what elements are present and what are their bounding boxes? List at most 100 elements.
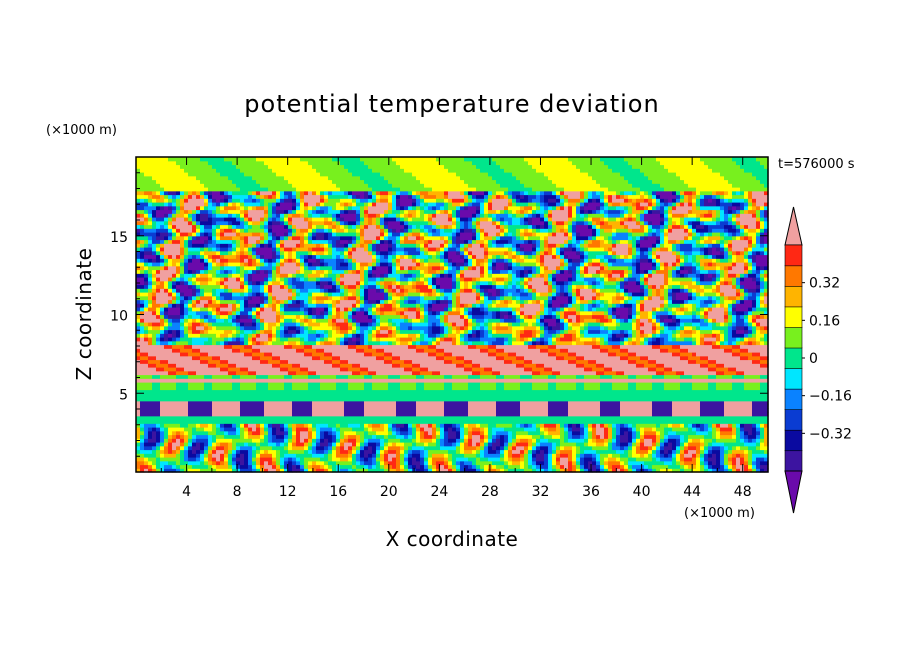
field-cell [232, 322, 237, 327]
field-cell [156, 378, 161, 383]
field-cell [372, 355, 377, 361]
field-cell [252, 194, 257, 199]
field-cell [336, 269, 341, 274]
field-cell [152, 322, 157, 327]
field-cell [148, 400, 153, 406]
field-cell [240, 190, 245, 196]
field-cell [184, 449, 189, 454]
field-cell [140, 460, 145, 466]
field-cell [304, 160, 309, 166]
field-cell [180, 430, 185, 436]
field-cell [336, 427, 341, 432]
field-cell [196, 412, 201, 417]
field-cell [320, 464, 325, 469]
field-cell [320, 232, 325, 237]
field-cell [228, 224, 233, 229]
field-cell [360, 217, 365, 222]
field-cell [348, 235, 353, 241]
field-cell [232, 172, 237, 177]
field-cell [344, 374, 349, 379]
field-cell [312, 355, 317, 361]
field-cell [368, 404, 373, 409]
field-cell [168, 359, 173, 364]
field-cell [176, 262, 181, 267]
field-cell [328, 160, 333, 166]
field-cell [280, 202, 285, 207]
field-cell [144, 295, 149, 301]
field-cell [256, 307, 261, 312]
field-cell [276, 254, 281, 259]
field-cell [148, 239, 153, 244]
field-cell [328, 445, 333, 451]
field-cell [340, 262, 345, 267]
field-cell [232, 194, 237, 199]
field-cell [312, 370, 317, 376]
field-cell [288, 423, 293, 428]
field-cell [168, 393, 173, 398]
field-cell [268, 303, 273, 308]
field-cell [372, 378, 377, 383]
field-cell [184, 228, 189, 233]
field-cell [292, 262, 297, 267]
field-cell [248, 235, 253, 241]
field-cell [240, 160, 245, 166]
field-cell [176, 198, 181, 203]
field-cell [364, 175, 369, 181]
field-cell [268, 273, 273, 278]
field-cell [372, 423, 377, 428]
field-cell [216, 355, 221, 361]
field-cell [308, 370, 313, 376]
field-cell [332, 374, 337, 379]
field-cell [164, 460, 169, 466]
field-cell [288, 378, 293, 383]
field-cell [328, 352, 333, 357]
field-cell [148, 337, 153, 342]
field-cell [144, 277, 149, 282]
field-cell [328, 303, 333, 308]
field-cell [328, 164, 333, 169]
field-cell [364, 250, 369, 256]
field-cell [152, 288, 157, 293]
field-cell [356, 228, 361, 233]
field-cell [256, 269, 261, 274]
field-cell [256, 370, 261, 376]
field-cell [204, 164, 209, 169]
field-cell [184, 307, 189, 312]
field-cell [292, 243, 297, 248]
field-cell [228, 157, 233, 162]
field-cell [324, 453, 329, 458]
field-cell [340, 198, 345, 203]
field-cell [292, 378, 297, 383]
field-cell [152, 190, 157, 196]
field-cell [248, 460, 253, 466]
field-cell [152, 220, 157, 226]
field-cell [196, 235, 201, 241]
field-cell [288, 299, 293, 304]
field-cell [348, 333, 353, 338]
field-cell [196, 258, 201, 263]
field-cell [212, 333, 217, 338]
field-cell [248, 430, 253, 436]
field-cell [156, 464, 161, 469]
field-cell [304, 370, 309, 376]
field-cell [140, 172, 145, 177]
field-cell [308, 202, 313, 207]
field-cell [172, 415, 177, 421]
field-cell [224, 325, 229, 331]
field-cell [180, 457, 185, 462]
field-cell [196, 453, 201, 458]
field-cell [348, 299, 353, 304]
field-cell [272, 442, 277, 447]
field-cell [296, 235, 301, 241]
field-cell [192, 325, 197, 331]
field-cell [328, 284, 333, 289]
field-cell [196, 400, 201, 406]
field-cell [276, 277, 281, 282]
field-cell [352, 284, 357, 289]
field-cell [212, 202, 217, 207]
field-cell [172, 269, 177, 274]
field-cell [276, 265, 281, 271]
field-cell [136, 340, 141, 346]
field-cell [144, 183, 149, 188]
field-cell [288, 457, 293, 462]
